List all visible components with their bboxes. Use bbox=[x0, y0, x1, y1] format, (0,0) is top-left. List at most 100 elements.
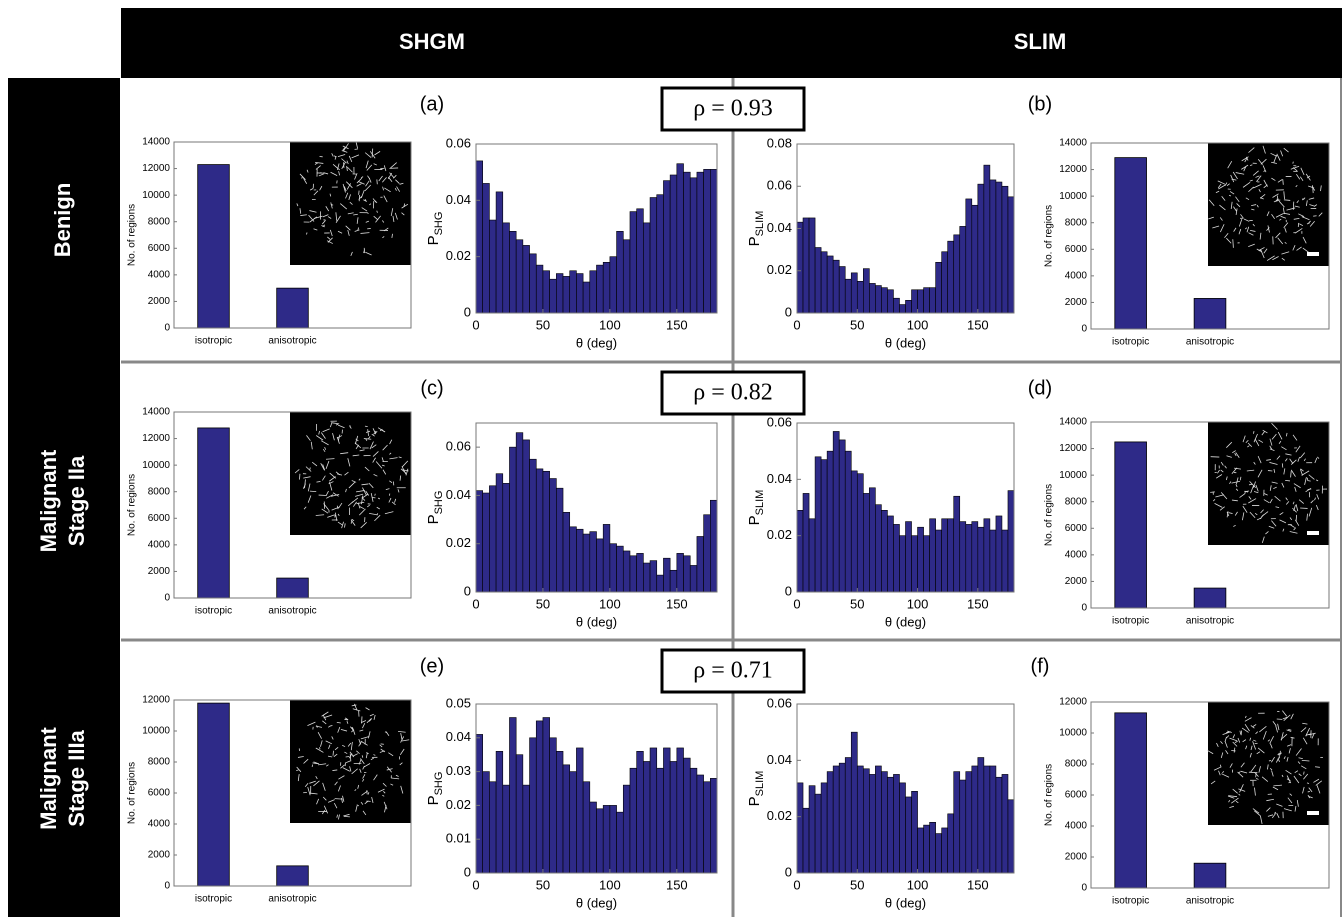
histogram-bar bbox=[610, 805, 617, 873]
x-tick-label: 50 bbox=[850, 596, 864, 611]
y-tick-label: 8000 bbox=[148, 216, 171, 227]
histogram-bar bbox=[942, 519, 948, 592]
histogram-bar bbox=[833, 766, 839, 873]
y-tick-label: 0.04 bbox=[446, 487, 471, 502]
y-tick-label: 0 bbox=[164, 323, 170, 334]
histogram-bar bbox=[936, 834, 942, 873]
y-tick-label: 0 bbox=[464, 304, 471, 319]
y-tick-label: 0.02 bbox=[446, 797, 471, 812]
y-axis-label: PSLIM bbox=[746, 211, 766, 247]
x-tick-label: isotropic bbox=[1112, 337, 1149, 348]
histogram-bar bbox=[650, 198, 657, 313]
histogram-bar bbox=[590, 271, 597, 313]
x-tick-label: isotropic bbox=[195, 606, 232, 617]
row-header: Stage IIa bbox=[64, 455, 89, 546]
y-tick-label: 6000 bbox=[1065, 790, 1088, 801]
histogram-bar bbox=[496, 192, 503, 313]
histogram-bar bbox=[677, 553, 684, 592]
y-tick-label: 8000 bbox=[148, 486, 171, 497]
bar bbox=[1115, 158, 1147, 329]
histogram-bar bbox=[617, 546, 624, 592]
y-tick-label: 12000 bbox=[1059, 697, 1087, 708]
y-axis-label: No. of regions bbox=[1044, 205, 1055, 267]
histogram-bar bbox=[972, 766, 978, 873]
micrograph-inset bbox=[290, 412, 411, 535]
histogram-bar bbox=[617, 231, 624, 313]
x-tick-label: 0 bbox=[472, 596, 479, 611]
y-tick-label: 0.02 bbox=[446, 248, 471, 263]
x-axis-label: θ (deg) bbox=[885, 895, 926, 910]
y-tick-label: 10000 bbox=[1059, 470, 1087, 481]
histogram-bar bbox=[543, 271, 550, 313]
panel-label: (d) bbox=[1028, 377, 1052, 399]
histogram-bar bbox=[637, 751, 644, 873]
x-tick-label: 100 bbox=[599, 317, 621, 332]
x-tick-label: 50 bbox=[536, 317, 550, 332]
panel-label: (e) bbox=[420, 655, 444, 677]
y-tick-label: 4000 bbox=[1065, 549, 1088, 560]
histogram-bar bbox=[815, 248, 821, 313]
histogram-bar bbox=[918, 527, 924, 592]
histogram-bar bbox=[684, 556, 691, 592]
histogram-bar bbox=[597, 809, 604, 873]
histogram-bar bbox=[815, 794, 821, 873]
histogram-bar bbox=[827, 772, 833, 873]
fiber-texture bbox=[1304, 772, 1305, 775]
y-axis-label: No. of regions bbox=[127, 204, 138, 266]
histogram-bar bbox=[984, 165, 990, 313]
histogram-bar bbox=[476, 734, 483, 873]
y-tick-label: 2000 bbox=[148, 566, 171, 577]
histogram-bar bbox=[960, 226, 966, 313]
x-tick-label: 50 bbox=[536, 596, 550, 611]
histogram-bar bbox=[821, 783, 827, 873]
x-tick-label: anisotropic bbox=[268, 336, 316, 347]
histogram-bar bbox=[996, 182, 1002, 313]
histogram-bar bbox=[603, 805, 610, 873]
histogram-bar bbox=[550, 738, 557, 873]
histogram-bar bbox=[704, 782, 711, 873]
histogram-bar bbox=[845, 758, 851, 873]
histogram-bar bbox=[690, 565, 697, 592]
x-tick-label: 150 bbox=[967, 877, 989, 892]
micrograph-inset bbox=[290, 700, 411, 823]
histogram-bar bbox=[630, 556, 637, 592]
histogram-bar bbox=[503, 785, 510, 873]
fiber-texture bbox=[317, 725, 318, 727]
histogram-bar bbox=[657, 575, 664, 592]
histogram-bar bbox=[516, 433, 523, 592]
y-tick-label: 10000 bbox=[1059, 191, 1087, 202]
row-header: Malignant bbox=[36, 726, 61, 829]
y-tick-label: 8000 bbox=[148, 757, 171, 768]
histogram-bar bbox=[523, 245, 530, 313]
histogram-bar bbox=[869, 774, 875, 873]
bar bbox=[198, 428, 230, 598]
histogram-bar bbox=[918, 828, 924, 873]
histogram-bar bbox=[833, 260, 839, 313]
histogram-bar bbox=[966, 199, 972, 313]
histogram-bar bbox=[948, 814, 954, 873]
y-tick-label: 0 bbox=[785, 304, 792, 319]
row-header: Benign bbox=[50, 183, 75, 258]
y-tick-label: 12000 bbox=[1059, 443, 1087, 454]
x-axis-label: θ (deg) bbox=[576, 614, 617, 629]
y-tick-label: 0 bbox=[785, 583, 792, 598]
y-tick-label: 6000 bbox=[1065, 523, 1088, 534]
histogram-bar bbox=[690, 178, 697, 313]
histogram-bar bbox=[990, 766, 996, 873]
histogram-bar bbox=[570, 527, 577, 592]
histogram-bar bbox=[576, 748, 583, 873]
histogram-bar bbox=[899, 783, 905, 873]
histogram-bar bbox=[650, 561, 657, 592]
histogram-bar bbox=[670, 761, 677, 873]
histogram-bar bbox=[815, 457, 821, 592]
y-tick-label: 4000 bbox=[1065, 821, 1088, 832]
histogram-bar bbox=[536, 721, 543, 873]
histogram-bar bbox=[556, 488, 563, 592]
y-tick-label: 0 bbox=[164, 881, 170, 892]
histogram-bar bbox=[710, 500, 717, 592]
x-tick-label: 0 bbox=[472, 317, 479, 332]
histogram-bar bbox=[809, 218, 815, 313]
bar bbox=[1115, 713, 1147, 888]
y-tick-label: 0 bbox=[785, 864, 792, 879]
y-tick-label: 6000 bbox=[148, 243, 171, 254]
